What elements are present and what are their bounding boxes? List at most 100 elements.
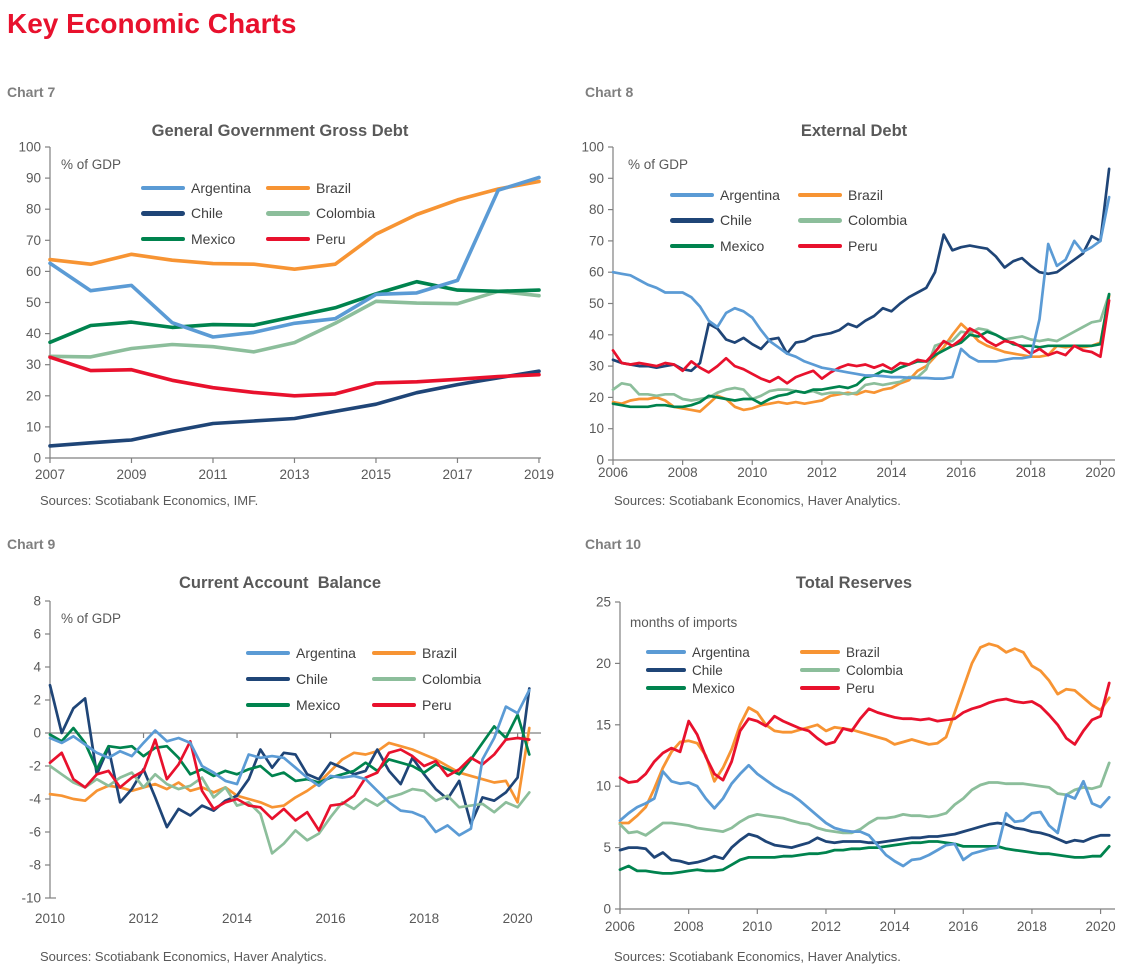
y-tick-label: 60 bbox=[589, 265, 604, 280]
x-tick-label: 2020 bbox=[1085, 465, 1115, 480]
legend-swatch bbox=[798, 218, 842, 223]
legend-swatch bbox=[266, 185, 310, 190]
unit-label: months of imports bbox=[630, 615, 738, 630]
legend-swatch bbox=[141, 211, 185, 216]
x-axis bbox=[49, 457, 541, 463]
legend-item-chile: Chile bbox=[141, 201, 266, 227]
legend-label: Peru bbox=[422, 697, 452, 713]
legend-swatch bbox=[646, 685, 686, 691]
series-line-argentina bbox=[618, 763, 1111, 868]
chart-canvas: 0 10 20 30 40 50 60 70 80 90 100 2007 2009 2011 2013 20… bbox=[18, 140, 554, 483]
y-tick-label: 10 bbox=[589, 421, 604, 436]
legend-label: Colombia bbox=[848, 212, 908, 229]
legend-swatch bbox=[670, 218, 714, 223]
y-axis bbox=[45, 600, 51, 899]
series-line-colombia bbox=[611, 292, 1111, 402]
y-tick-label: 30 bbox=[589, 359, 604, 374]
legend-label: Brazil bbox=[422, 645, 458, 661]
legend-swatch bbox=[798, 243, 842, 248]
y-tick-label: 90 bbox=[26, 171, 41, 186]
series-line-mexico bbox=[618, 840, 1111, 875]
chart-canvas: -10 -8 -6 -4 -2 0 2 4 6 8 2010 2012 2014 2016 2018 2020 bbox=[21, 594, 541, 926]
x-tick-label: 2006 bbox=[605, 919, 635, 934]
x-tick-label: 2017 bbox=[442, 467, 472, 482]
series-line-argentina bbox=[48, 688, 531, 837]
x-tick-label: 2013 bbox=[279, 467, 309, 482]
x-tick-label: 2018 bbox=[409, 911, 439, 926]
y-tick-label: 2 bbox=[33, 693, 41, 708]
chart-legend: Argentina Brazil Chile Colombia Mexico Peru bbox=[646, 643, 903, 697]
y-tick-label: -2 bbox=[29, 759, 41, 774]
legend-swatch bbox=[670, 192, 714, 197]
series-line-peru bbox=[48, 355, 541, 398]
series-line-peru bbox=[48, 736, 531, 832]
y-tick-label: 40 bbox=[26, 326, 41, 341]
legend-item-brazil: Brazil bbox=[798, 182, 907, 208]
chart-canvas: 0 5 10 15 20 25 2006 2008 2010 2012 2014 2016 2018 20… bbox=[596, 595, 1116, 935]
unit-label: % of GDP bbox=[628, 157, 689, 172]
legend-label: Mexico bbox=[296, 697, 341, 713]
legend-swatch bbox=[246, 676, 290, 682]
y-tick-label: 25 bbox=[596, 595, 611, 610]
series-line-colombia bbox=[48, 289, 541, 359]
x-tick-label: 2018 bbox=[1017, 919, 1047, 934]
chart-legend: Argentina Brazil Chile Colombia Mexico Peru bbox=[246, 640, 481, 718]
y-tick-label: 10 bbox=[26, 419, 41, 434]
y-tick-label: 5 bbox=[603, 840, 611, 855]
source-note: Sources: Scotiabank Economics, IMF. bbox=[40, 493, 259, 508]
x-tick-label: 2014 bbox=[222, 911, 253, 926]
unit-label: % of GDP bbox=[61, 611, 122, 626]
chart-title: Total Reserves bbox=[795, 574, 913, 592]
y-tick-label: -10 bbox=[21, 891, 41, 906]
series-line-mexico bbox=[48, 279, 541, 345]
legend-label: Colombia bbox=[846, 662, 904, 678]
x-tick-label: 2009 bbox=[116, 467, 146, 482]
series-line-chile bbox=[48, 369, 541, 448]
legend-item-argentina: Argentina bbox=[646, 643, 800, 661]
x-axis bbox=[612, 459, 1115, 465]
y-tick-label: 0 bbox=[603, 902, 611, 917]
source-note: Sources: Scotiabank Economics, Haver Ana… bbox=[614, 493, 901, 508]
legend-item-peru: Peru bbox=[800, 679, 903, 697]
legend-item-argentina: Argentina bbox=[670, 182, 798, 208]
legend-label: Mexico bbox=[692, 680, 735, 696]
legend-swatch bbox=[141, 185, 185, 190]
series-line-mexico bbox=[48, 713, 531, 784]
chart-panel-current-account-balance: -10 -8 -6 -4 -2 0 2 4 6 8 2010 2012 2014 2016 2018 2020… bbox=[4, 565, 556, 971]
x-tick-label: 2010 bbox=[35, 911, 65, 926]
chart-label-7: Chart 7 bbox=[7, 84, 56, 100]
legend-item-brazil: Brazil bbox=[800, 643, 903, 661]
series-line-argentina bbox=[48, 175, 541, 339]
y-tick-label: 100 bbox=[581, 140, 604, 155]
source-note: Sources: Scotiabank Economics, Haver Ana… bbox=[40, 949, 327, 964]
legend-item-colombia: Colombia bbox=[798, 208, 907, 234]
legend-swatch bbox=[141, 236, 185, 241]
y-axis bbox=[615, 601, 621, 910]
source-note: Sources: Scotiabank Economics, Haver Ana… bbox=[614, 949, 901, 964]
series-line-colombia bbox=[618, 761, 1111, 837]
x-tick-label: 2018 bbox=[1016, 465, 1046, 480]
chart-canvas: 0 10 20 30 40 50 60 70 80 90 100 2006 2008 2010 2012 20… bbox=[581, 140, 1115, 481]
legend-swatch bbox=[800, 667, 840, 673]
y-tick-label: -6 bbox=[29, 825, 41, 840]
y-tick-label: 15 bbox=[596, 717, 611, 732]
series-line-mexico bbox=[611, 292, 1111, 409]
legend-swatch bbox=[246, 650, 290, 656]
y-tick-label: 50 bbox=[26, 295, 41, 310]
legend-label: Peru bbox=[848, 237, 878, 254]
legend-item-mexico: Mexico bbox=[670, 233, 798, 259]
x-tick-label: 2011 bbox=[198, 467, 227, 482]
y-tick-label: 20 bbox=[26, 388, 41, 403]
y-tick-label: -8 bbox=[29, 858, 41, 873]
legend-label: Argentina bbox=[191, 179, 251, 196]
y-tick-label: 70 bbox=[26, 233, 41, 248]
legend-label: Argentina bbox=[296, 645, 356, 661]
x-tick-label: 2006 bbox=[598, 465, 628, 480]
y-tick-label: 8 bbox=[33, 594, 41, 609]
legend-item-mexico: Mexico bbox=[246, 692, 372, 718]
x-tick-label: 2012 bbox=[129, 911, 159, 926]
y-tick-label: -4 bbox=[29, 792, 41, 807]
series-line-chile bbox=[618, 821, 1111, 866]
y-axis bbox=[45, 146, 51, 459]
y-tick-label: 0 bbox=[33, 451, 41, 466]
